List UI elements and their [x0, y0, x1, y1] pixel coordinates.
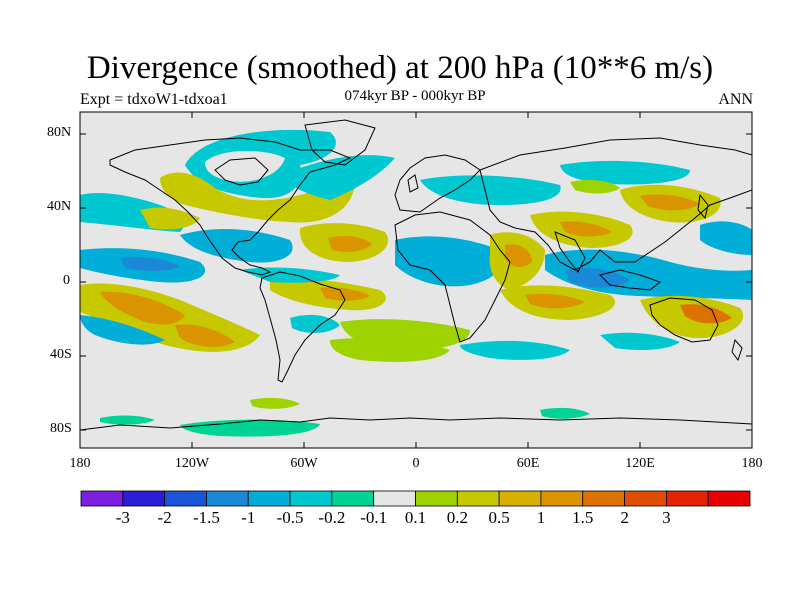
lat-label-40s: 40S: [50, 347, 72, 362]
north-america-positive: [160, 172, 355, 223]
atlantic-central-core: [328, 236, 372, 252]
coast-new-zealand: [731, 338, 743, 362]
antarctic-band-3: [540, 407, 590, 419]
lon-label-180w: 180: [69, 456, 91, 471]
lon-label-180e: 180: [741, 456, 763, 471]
axis-ticks: [80, 112, 752, 448]
map-title: Divergence (smoothed) at 200 hPa (10**6 …: [86, 50, 714, 86]
coast-south-america: [259, 271, 346, 383]
asia-divergence-core: [560, 221, 612, 237]
siberia-band: [560, 160, 690, 185]
coast-europe: [394, 154, 481, 213]
colorbar-label-11: 1.5: [572, 508, 594, 527]
southern-ocean-band-2: [460, 340, 570, 360]
colorbar-label-9: 0.5: [488, 508, 510, 527]
colorbar-label-5: -0.2: [318, 508, 346, 527]
africa-convergence: [395, 236, 504, 287]
southern-ocean-band-3: [600, 332, 680, 350]
lon-label-60e: 60E: [516, 456, 540, 471]
colorbar-swatch-15: [707, 490, 751, 507]
indian-ocean-core: [525, 293, 585, 309]
tropical-pacific-strong: [120, 256, 180, 272]
colorbar-label-13: 3: [662, 508, 671, 527]
map-subtitle: 074kyr BP - 000kyr BP: [344, 88, 486, 104]
coast-north-america: [109, 137, 352, 276]
colorbar: [80, 490, 751, 507]
coast-maritime: [599, 269, 662, 291]
colorbar-swatch-11: [540, 490, 584, 507]
arctic-positive: [570, 180, 620, 194]
coast-india: [554, 231, 586, 273]
coast-antarctica: [80, 417, 752, 431]
south-pacific-core: [100, 291, 185, 325]
subantarctic-band: [250, 397, 300, 409]
colorbar-swatch-1: [122, 490, 166, 507]
colorbar-label-8: 0.2: [446, 508, 468, 527]
southern-ocean-band-1: [330, 338, 450, 362]
coastlines: [80, 119, 752, 431]
south-pacific-core-2: [175, 324, 235, 347]
coast-japan: [697, 193, 709, 220]
colorbar-swatch-3: [206, 490, 249, 507]
antarctic-band-2: [100, 415, 155, 425]
colorbar-swatch-6: [331, 490, 375, 507]
lon-label-0: 0: [412, 456, 420, 471]
lat-label-0: 0: [63, 273, 70, 288]
colorbar-label-0: -3: [115, 508, 130, 527]
east-asia-core: [640, 194, 700, 211]
amazon-convergence: [240, 267, 340, 283]
pacific-west-convergence: [700, 221, 752, 255]
season-label: ANN: [718, 91, 753, 108]
coast-australia: [649, 297, 719, 343]
south-america-core: [320, 287, 370, 301]
colorbar-label-6: -0.1: [360, 508, 388, 527]
colorbar-swatch-4: [247, 490, 291, 507]
coast-greenland: [304, 119, 376, 166]
coast-africa: [394, 211, 511, 343]
colorbar-swatch-9: [456, 490, 500, 507]
colorbar-swatch-13: [624, 490, 667, 507]
colorbar-label-12: 2: [620, 508, 629, 527]
colorbar-swatch-8: [415, 490, 458, 507]
north-atlantic-negative: [280, 155, 395, 200]
colorbar-label-1: -2: [157, 508, 172, 527]
lat-label-40n: 40N: [47, 199, 72, 214]
colorbar-label-4: -0.5: [276, 508, 304, 527]
colorbar-label-3: -1: [241, 508, 256, 527]
lon-label-120e: 120E: [625, 456, 655, 471]
maritime-strong: [565, 268, 630, 288]
map-panel: [80, 112, 752, 448]
experiment-label: Expt = tdxoW1-tdxoa1: [80, 91, 228, 108]
colorbar-swatch-7: [373, 490, 416, 507]
colorbar-label-10: 1: [536, 508, 546, 527]
lat-label-80s: 80S: [50, 421, 72, 436]
colorbar-label-7: 0.1: [404, 508, 427, 527]
coast-asia: [479, 137, 752, 271]
australia-core: [680, 304, 732, 324]
contour-fills: [80, 129, 752, 437]
colorbar-swatch-0: [80, 490, 124, 507]
coast-hudson-bay: [214, 157, 269, 186]
north-pacific-positive: [140, 207, 200, 230]
colorbar-swatch-5: [289, 490, 333, 507]
lat-label-80n: 80N: [47, 125, 72, 140]
africa-divergence-core: [505, 244, 532, 267]
colorbar-swatch-14: [665, 490, 709, 507]
colorbar-swatch-12: [582, 490, 625, 507]
colorbar-swatch-10: [498, 490, 542, 507]
lon-label-60w: 60W: [290, 456, 318, 471]
coast-uk: [407, 174, 419, 193]
lon-label-120w: 120W: [174, 456, 210, 471]
colorbar-swatch-2: [164, 490, 207, 507]
antarctic-band-1: [180, 419, 320, 437]
north-europe-band: [420, 175, 561, 205]
south-pacific-convergence: [80, 315, 165, 345]
colorbar-label-2: -1.5: [192, 508, 220, 527]
